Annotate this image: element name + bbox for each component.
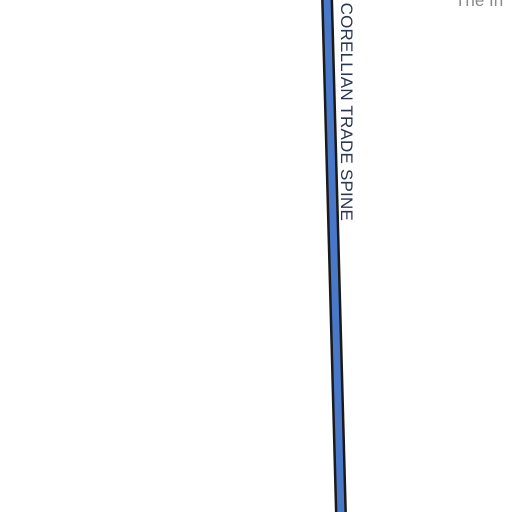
route-line-corellian-trade-spine[interactable] <box>323 0 345 512</box>
route-label: CORELLIAN TRADE SPINE <box>337 3 356 221</box>
place-label: The In <box>455 0 504 10</box>
